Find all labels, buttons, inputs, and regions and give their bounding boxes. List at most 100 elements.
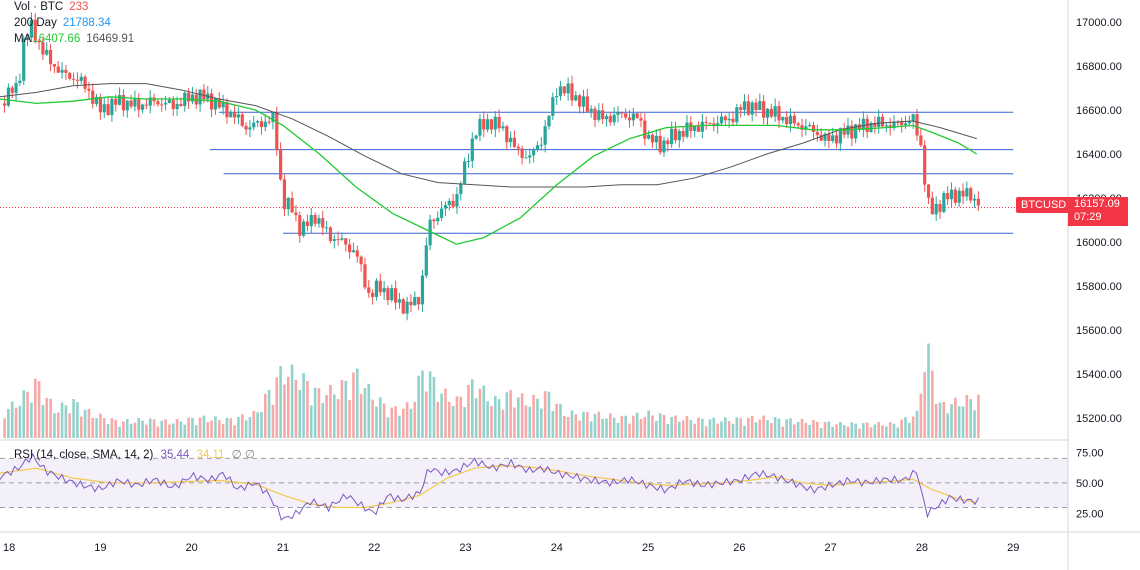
volume-bar [735,417,739,438]
candle-body [562,86,566,94]
candle-body [854,124,858,139]
candle-body [179,103,183,106]
volume-bar [45,397,49,438]
ma-value-2: 16469.91 [86,33,135,45]
volume-bar [474,398,478,438]
volume-bar [543,391,547,438]
volume-bar [394,406,397,438]
volume-bar [421,370,424,438]
rsi-tick-label: 25.00 [1076,509,1104,521]
volume-bar [647,410,650,438]
volume-bar [309,405,313,438]
candle-body [309,215,313,227]
candle-body [451,200,455,207]
volume-bar [670,416,673,438]
candle-body [175,103,179,110]
volume-bar [56,412,60,438]
candle-body [976,198,980,206]
candle-body [558,86,563,96]
volume-bar [455,396,459,438]
candle-body [589,108,593,112]
volume-bar [271,404,275,438]
candle-body [512,137,517,147]
candle-body [857,124,862,130]
time-tick-label: 21 [277,542,289,554]
volume-bar [877,421,880,438]
volume-bar [965,394,969,438]
volume-bar [773,417,777,438]
candle-body [6,87,10,106]
candle-body [631,113,635,121]
candle-body [654,135,658,143]
candle-body [739,107,743,110]
volume-bar [91,417,95,438]
candle-body [658,135,662,153]
volume-bar [620,415,624,438]
volume-bar [701,418,704,438]
candle-body [900,121,904,125]
candle-body [949,189,954,200]
volume-bar [470,379,474,438]
volume-bar [586,412,589,438]
candle-body [723,116,727,121]
volume-bar [789,418,792,438]
volume-bar [340,379,344,438]
candle-body [581,96,586,107]
candle-body [171,99,175,110]
volume-bar [275,377,279,438]
volume-bar [678,421,681,438]
ma200-value: 21788.34 [62,17,111,29]
candle-body [382,288,386,293]
volume-bar [375,406,378,438]
candle-body [432,219,436,222]
candle-body [313,215,317,224]
volume-bar [83,409,87,438]
candle-body [305,221,310,227]
volume-bar [405,402,409,438]
volume-bar [865,422,869,438]
candle-body [520,148,524,158]
candle-body [417,297,421,305]
volume-bar [969,399,972,438]
volume-bar [781,426,785,438]
volume-bar [37,381,41,438]
candle-body [957,190,961,203]
volume-bar [873,424,877,438]
volume-bar [574,414,578,438]
volume-bar [643,416,647,438]
volume-bar [750,416,754,438]
volume-bar [72,399,75,438]
price-tick-label: 16400.00 [1076,149,1122,161]
volume-bar [478,388,482,438]
candle-body [884,125,888,127]
candle-body [340,238,344,240]
volume-bar [398,415,401,438]
volume-bar [187,417,190,438]
volume-bar [846,426,850,438]
volume-bar [693,423,696,438]
last-price-badge: 16157.09 07:29 [1068,197,1128,226]
candle-body [543,126,547,145]
volume-bar [804,422,808,438]
volume-bar [401,408,405,438]
volume-bar [244,420,248,438]
time-tick-label: 28 [916,542,928,554]
candle-body [842,128,846,135]
ma-label: MA [14,33,32,45]
volume-bar [885,426,888,438]
volume-bar [812,420,815,438]
volume-bar [332,394,336,438]
volume-bar [290,364,294,438]
candle-body [240,114,244,126]
volume-bar [64,405,68,438]
candle-body [919,135,923,146]
candle-body [693,126,697,131]
volume-bar [459,396,463,438]
candle-body [769,108,773,117]
volume-bar [10,401,14,438]
rsi-tick-label: 50.00 [1076,478,1104,490]
candle-body [639,118,643,121]
candle-body [624,113,628,118]
candle-body [915,114,919,136]
